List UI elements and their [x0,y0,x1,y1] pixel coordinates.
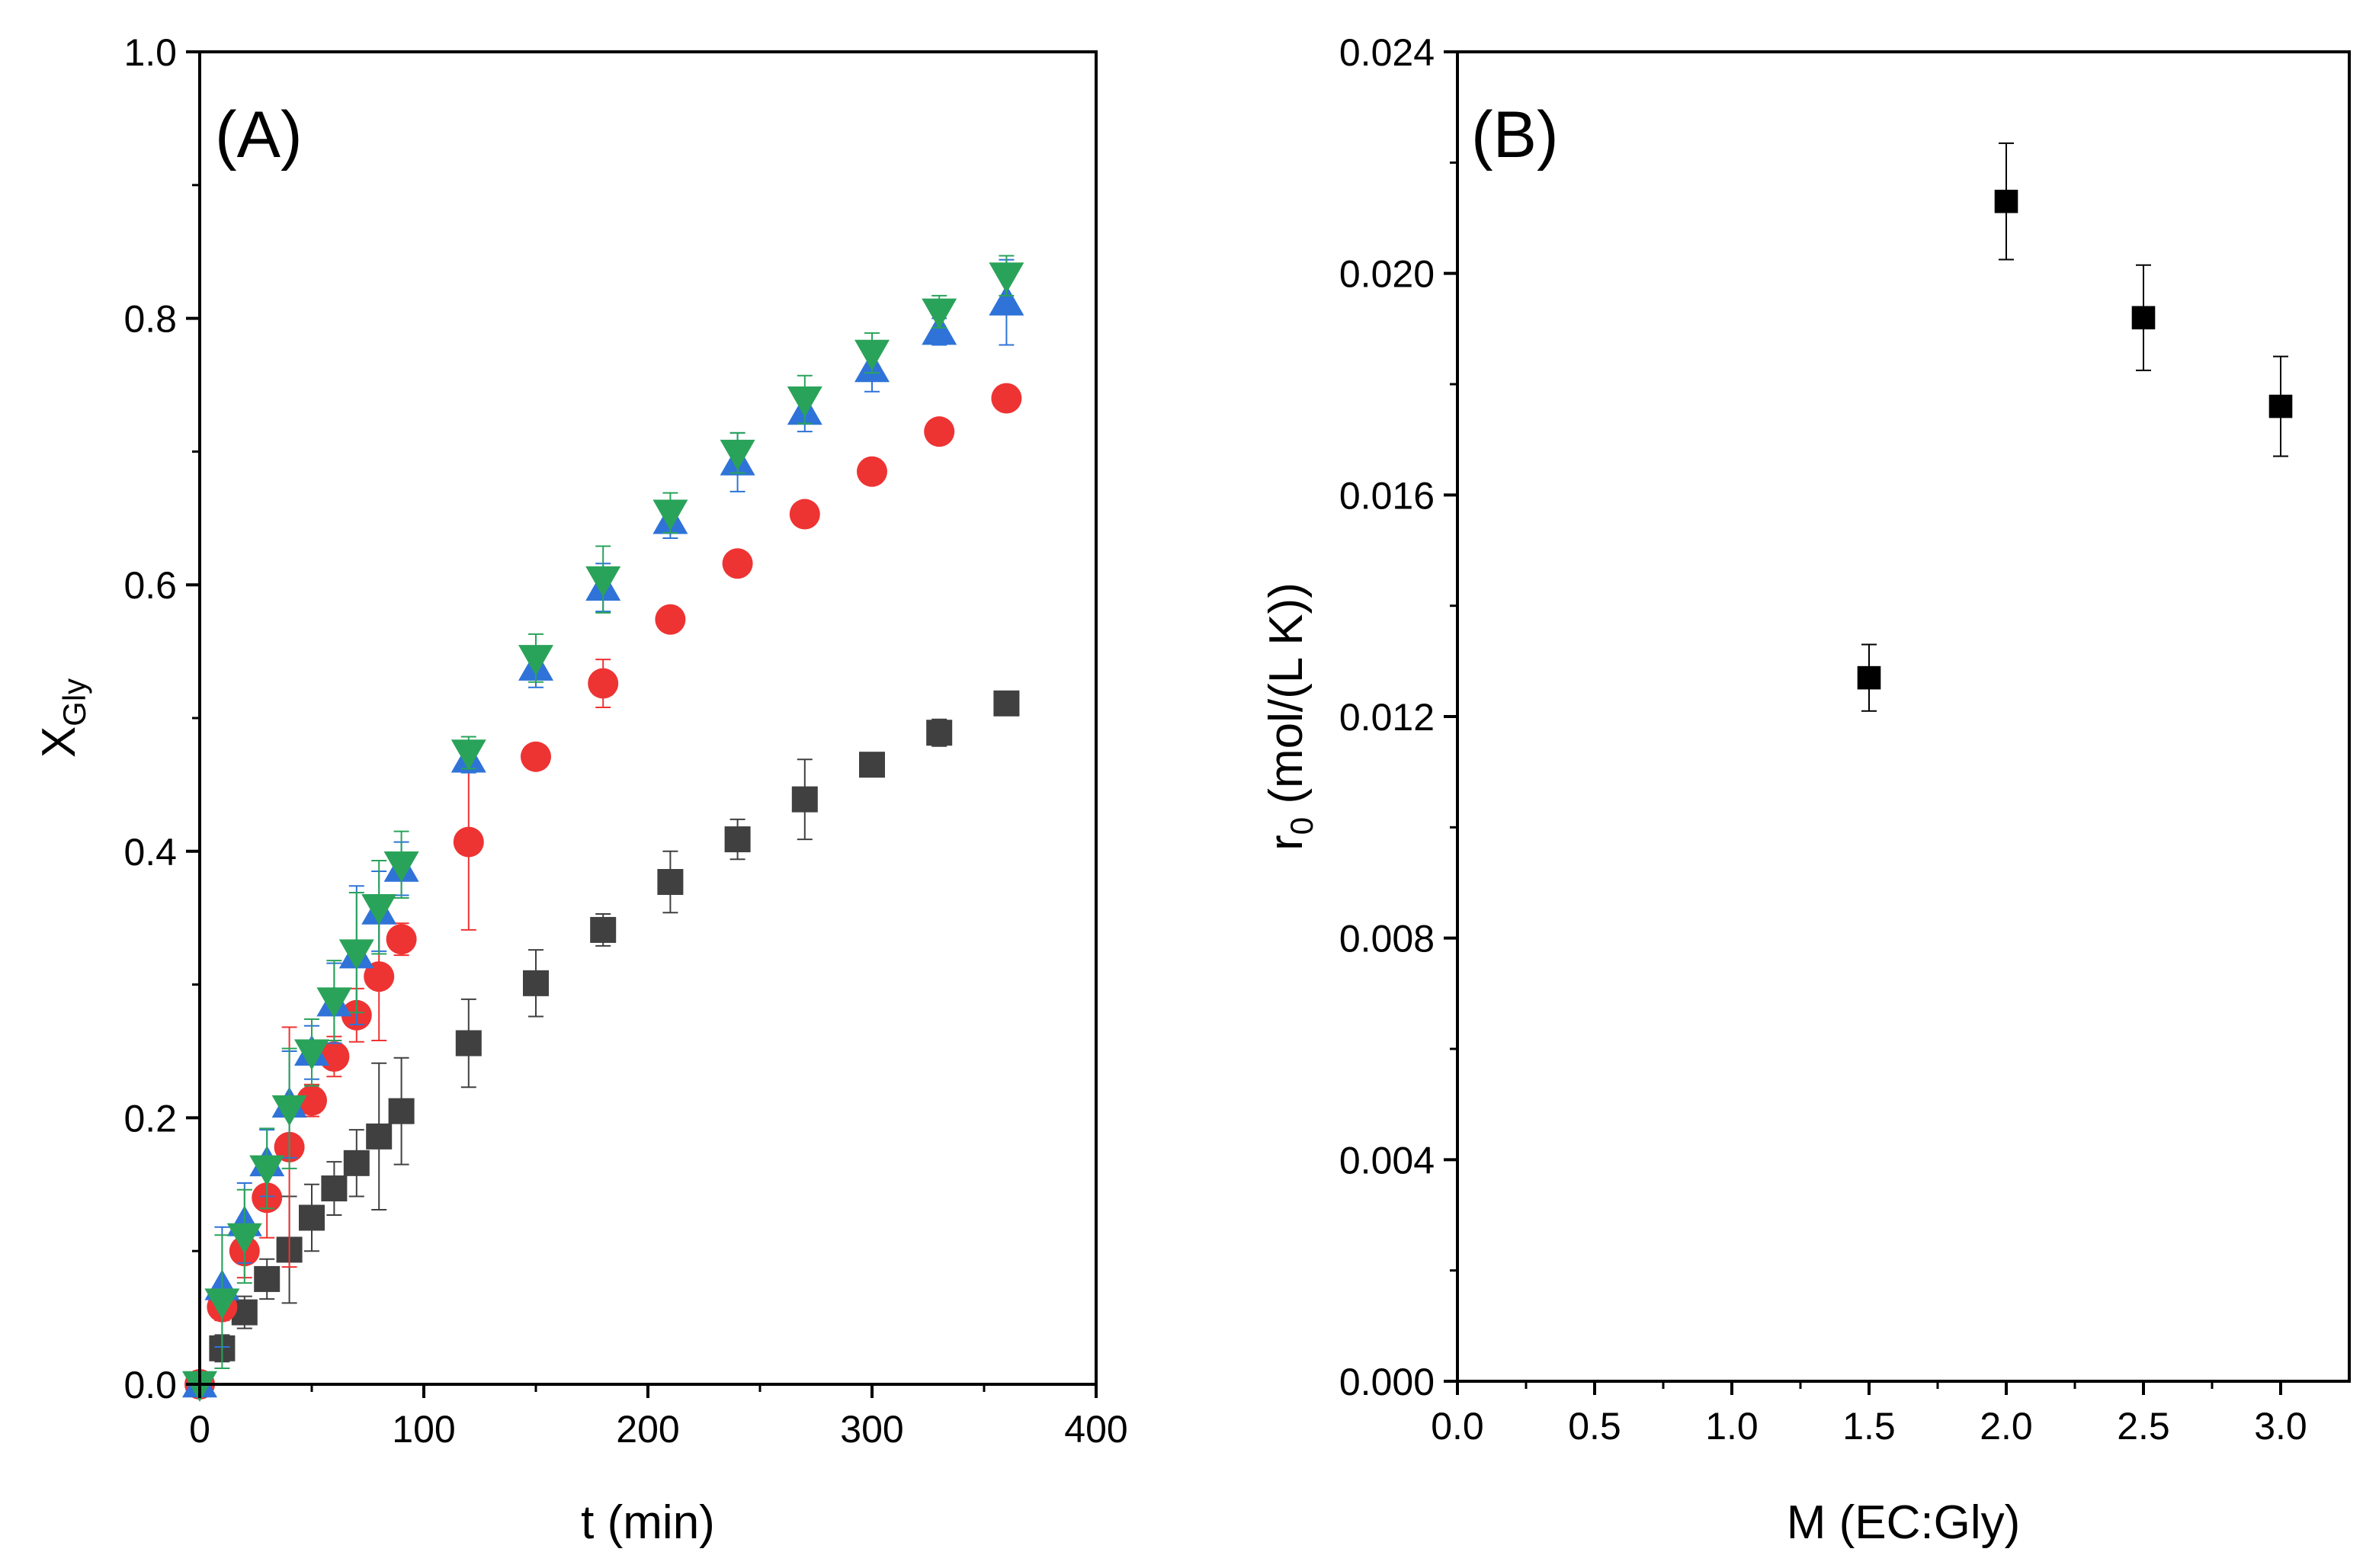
data-point [859,752,885,778]
panel-b-y-axis-title-sub: 0 [1284,817,1319,835]
data-point [226,1223,262,1254]
data-point [297,1085,327,1116]
data-point [343,1150,370,1176]
data-point [366,1123,393,1150]
panel-a-label: (A) [215,98,303,172]
panel-a-y-tick-label: 0.2 [123,1097,177,1140]
panel-a-series-2 [184,383,1022,1400]
data-point [383,851,419,883]
panel-b-y-tick-label: 0.000 [1339,1361,1435,1403]
data-point [926,720,953,746]
panel-a-x-tick-label: 0 [189,1408,210,1451]
panel-b-series-1 [1857,142,2293,712]
data-point [386,924,417,955]
data-point [450,739,486,771]
data-point [523,970,549,996]
panel-a-x-axis-title: t (min) [581,1496,715,1549]
data-point [590,916,617,943]
data-point [361,893,397,925]
data-point [922,298,957,329]
panel-a-x-tick-label: 100 [392,1408,455,1451]
data-point [338,939,374,970]
data-point [254,1265,281,1292]
data-point [724,826,751,853]
data-point [655,604,686,635]
data-point [1857,665,1881,690]
data-point [2131,306,2156,330]
data-point [271,1095,307,1127]
data-point [993,690,1020,717]
panel-b-x-tick-label: 1.0 [1705,1405,1759,1448]
panel-b-y-tick-label: 0.024 [1339,31,1435,74]
data-point [1994,189,2018,213]
data-point [789,499,820,530]
data-point [388,1098,415,1124]
panel-a-y-axis-title: XGly [33,678,92,758]
data-point [2268,394,2293,418]
panel-b-y-axis-title: r0 (mol/(L K)) [1260,582,1319,851]
panel-a-y-tick-label: 1.0 [123,31,177,74]
data-point [989,262,1024,293]
data-point [791,786,818,813]
data-point [364,961,395,992]
panel-a-y-tick-label: 0.8 [123,298,177,341]
panel-b-y-axis-title-rest: (mol/(L K)) [1260,582,1313,817]
panel-a-x-axis: 0 100 200 300 400 [189,1384,1128,1451]
data-point [455,1030,482,1057]
data-point [922,314,957,345]
data-point [857,456,887,487]
panel-a-x-tick-label: 400 [1064,1408,1127,1451]
data-point [299,1204,325,1231]
panel-a-x-tick-label: 300 [840,1408,903,1451]
data-point [316,987,352,1018]
panel-a-y-axis: 0.0 0.2 0.4 0.6 0.8 1.0 [123,31,200,1406]
panel-b-x-tick-label: 0.5 [1568,1405,1621,1448]
panel-a-y-tick-label: 0.6 [123,564,177,607]
data-point [652,499,688,531]
panel-b-chart: 0.0 0.5 1.0 1.5 2.0 2.5 3.0 0.0000.0040.0080.0… [1260,31,2351,1549]
data-point [991,383,1022,414]
panel-b-x-axis-title: M (EC:Gly) [1787,1496,2021,1549]
data-point [657,869,684,896]
data-point [720,439,755,471]
data-point [989,284,1024,316]
panel-b-y-tick-label: 0.004 [1339,1139,1435,1182]
panel-b-x-tick-label: 2.0 [1980,1405,2033,1448]
data-point [453,826,484,858]
panel-b-y-axis: 0.000 0.004 0.008 0.012 0.016 0.020 0.024 [1339,31,1457,1403]
panel-b-y-axis-title-main: r [1260,835,1313,851]
data-point [588,668,619,699]
data-point [924,416,955,447]
panel-b-y-tick-label: 0.008 [1339,918,1435,960]
data-point [787,386,822,418]
panel-a-chart: 0 100 200 300 400 0.0 0.2 0.4 0.6 0.8 1.0 (A) t (… [33,31,1128,1549]
panel-a-x-tick-label: 200 [616,1408,679,1451]
data-point [518,645,553,676]
panel-b-x-tick-label: 3.0 [2254,1405,2307,1448]
panel-b-data-layer [1857,142,2293,712]
panel-a-data-layer [182,255,1024,1402]
data-point [585,566,621,598]
panel-b-x-tick-label: 0.0 [1431,1405,1484,1448]
data-point [249,1155,285,1186]
data-point [204,1288,240,1319]
panel-b-x-tick-label: 1.5 [1842,1405,1896,1448]
panel-a-y-axis-title-sub: Gly [56,678,92,726]
panel-b-y-tick-label: 0.012 [1339,696,1435,739]
data-point [521,741,551,772]
data-point [722,548,753,579]
panel-b-y-tick-label: 0.020 [1339,253,1435,296]
data-point [294,1039,329,1070]
panel-a-y-tick-label: 0.0 [123,1364,177,1406]
panel-b-label: (B) [1471,98,1559,172]
panel-b-x-tick-label: 2.5 [2117,1405,2170,1448]
panel-b-plot-frame [1456,50,2351,1383]
panel-b-y-tick-label: 0.016 [1339,474,1435,517]
data-point [854,339,890,371]
data-point [321,1175,348,1202]
panel-a-y-axis-title-main: X [33,726,85,758]
panel-a-y-tick-label: 0.4 [123,831,177,874]
panel-b-x-axis: 0.0 0.5 1.0 1.5 2.0 2.5 3.0 [1431,1381,2307,1448]
